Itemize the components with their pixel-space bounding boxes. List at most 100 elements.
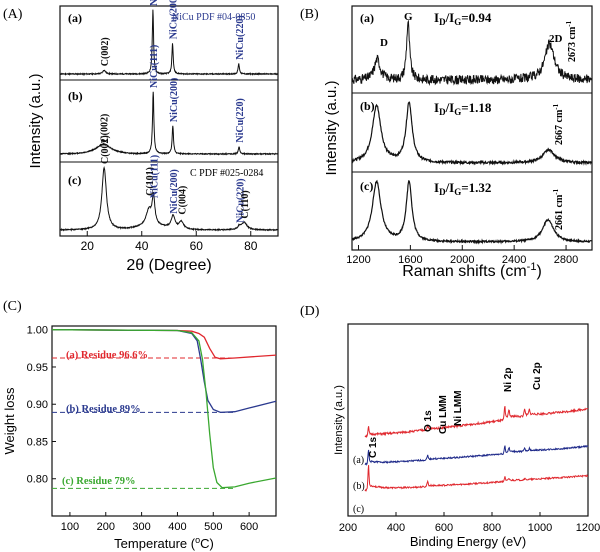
tga-legend-b: (b) Residue 89% bbox=[66, 404, 141, 415]
raman-2d-pos-c: 2661 cm-1 bbox=[552, 188, 565, 230]
raman-series-c bbox=[351, 179, 593, 245]
tga-legend-a: (a) Residue 96.6% bbox=[66, 350, 148, 361]
xrd-peak-label: C(101) bbox=[145, 167, 156, 196]
xrd-series-a bbox=[59, 9, 279, 77]
tga-x-tick-label: 100 bbox=[61, 521, 79, 533]
raman-sub-c-label: (c) bbox=[360, 179, 373, 193]
raman-x-tick-label: 2400 bbox=[502, 254, 526, 266]
xps-anno-cu-lmm: Cu LMM bbox=[438, 395, 449, 434]
xrd-peak-label: NiCu(111) bbox=[150, 155, 161, 198]
xrd-peak-label: C(002) bbox=[100, 37, 111, 66]
xps-anno-o1s: O 1s bbox=[423, 410, 434, 432]
tga-series-c bbox=[51, 329, 277, 489]
xps-x-tick-label: 1200 bbox=[576, 522, 600, 534]
xrd-peak-label: NiCu(111) bbox=[149, 45, 160, 88]
tga-x-tick-label: 200 bbox=[97, 521, 115, 533]
tga-panel: 100 200 300 400 500 600 0.80 0.85 0.90 0.95 1.00 (… bbox=[2, 325, 277, 551]
raman-series-a bbox=[351, 19, 593, 86]
xps-series-a-label: (a) bbox=[353, 455, 364, 466]
raman-2d-pos-b: 2667 cm-1 bbox=[552, 103, 565, 145]
tga-y-axis-label: Weight loss bbox=[2, 387, 17, 454]
tga-series-b bbox=[51, 329, 277, 414]
xrd-panel: (a) (b) (c) NiCu PDF #04-0850 C PDF #025… bbox=[27, 0, 279, 274]
xrd-peak-label: NiCu(200) bbox=[169, 169, 180, 213]
xps-x-tick-label: 200 bbox=[339, 522, 357, 534]
xrd-peak-label: NiCu(111) bbox=[149, 0, 160, 6]
xrd-peak-labels: C(002) NiCu(111) NiCu(200) NiCu(220) C(002) N… bbox=[100, 0, 252, 223]
xps-anno-c1s: C 1s bbox=[368, 436, 379, 458]
xrd-peak-label: C(110) bbox=[240, 190, 251, 218]
tga-legend-c: (c) Residue 79% bbox=[62, 476, 136, 487]
xrd-x-tick-label: 60 bbox=[190, 239, 204, 253]
xrd-frame bbox=[59, 5, 279, 237]
raman-band-d: D bbox=[380, 37, 388, 49]
xps-x-ticks: 200 400 600 800 1000 1200 bbox=[339, 512, 600, 534]
raman-y-axis-label: Intensity (a.u.) bbox=[323, 80, 340, 175]
xps-series-b-label: (b) bbox=[353, 481, 365, 492]
raman-x-tick-label: 2800 bbox=[554, 254, 578, 266]
tga-x-axis-label: Temperature (oC) bbox=[114, 535, 214, 551]
xps-x-tick-label: 600 bbox=[435, 522, 453, 534]
xrd-peak-label: C(002) bbox=[100, 114, 111, 143]
raman-ratio-c: ID/IG=1.32 bbox=[434, 180, 491, 197]
tga-y-tick-label: 0.80 bbox=[27, 474, 48, 486]
xps-series-c-label: (c) bbox=[353, 504, 364, 515]
xps-panel: 200 400 600 800 1000 1200 (a) (b) (c) C 1s O … bbox=[333, 323, 600, 549]
xrd-peak-label: C(004) bbox=[177, 186, 188, 215]
xps-x-tick-label: 1000 bbox=[528, 522, 552, 534]
panel-letter-a: (A) bbox=[3, 7, 23, 22]
xrd-x-tick-label: 80 bbox=[244, 239, 258, 253]
tga-x-tick-label: 400 bbox=[168, 521, 186, 533]
xps-series-a bbox=[364, 405, 589, 438]
tga-y-tick-label: 0.85 bbox=[27, 436, 48, 448]
xrd-x-axis-label: 2θ (Degree) bbox=[126, 257, 211, 274]
tga-frame bbox=[51, 325, 277, 517]
xrd-peak-label: NiCu(220) bbox=[235, 98, 246, 142]
xrd-sub-c-label: (c) bbox=[68, 173, 81, 187]
tga-series-a bbox=[51, 329, 277, 360]
xrd-y-axis-label: Intensity (a.u.) bbox=[27, 73, 44, 168]
raman-x-ticks: 1200 1600 2000 2400 2800 bbox=[346, 245, 578, 266]
xps-series-b bbox=[364, 444, 589, 466]
raman-x-axis-label: Raman shifts (cm-1) bbox=[402, 261, 542, 280]
panel-letter-c: (C) bbox=[3, 299, 22, 314]
xrd-series-b bbox=[59, 91, 279, 156]
tga-y-tick-label: 0.90 bbox=[27, 399, 48, 411]
xrd-sub-a-label: (a) bbox=[68, 11, 82, 25]
tga-y-tick-label: 0.95 bbox=[27, 362, 48, 374]
raman-2d-pos-a: 2673 cm-1 bbox=[565, 20, 578, 62]
raman-ratio-b: ID/IG=1.18 bbox=[434, 100, 492, 117]
xrd-x-tick-label: 20 bbox=[81, 239, 95, 253]
xps-y-axis-label: Intensity (a.u.) bbox=[333, 385, 345, 455]
xrd-x-ticks: 20 40 60 80 bbox=[81, 231, 258, 253]
xps-x-tick-label: 800 bbox=[483, 522, 501, 534]
xrd-peak-label: NiCu(200) bbox=[169, 78, 180, 122]
tga-x-tick-label: 600 bbox=[240, 521, 258, 533]
raman-band-g: G bbox=[404, 11, 413, 23]
tga-y-tick-label: 1.00 bbox=[27, 325, 48, 337]
xps-x-axis-label: Binding Energy (eV) bbox=[410, 534, 526, 549]
tga-residue-lines bbox=[52, 357, 235, 489]
tga-x-tick-label: 300 bbox=[132, 521, 150, 533]
xrd-peak-label: C(002) bbox=[100, 135, 111, 164]
panel-letter-d: (D) bbox=[300, 304, 320, 319]
xps-anno-cu2p: Cu 2p bbox=[532, 362, 543, 390]
xrd-ref-nicu: NiCu PDF #04-0850 bbox=[172, 12, 255, 23]
raman-series-b bbox=[351, 101, 593, 166]
panel-letter-b: (B) bbox=[300, 7, 319, 22]
xps-frame bbox=[347, 323, 589, 517]
xrd-peak-label: NiCu(220) bbox=[235, 15, 246, 59]
raman-sub-b-label: (b) bbox=[360, 99, 375, 113]
raman-band-2d: 2D bbox=[549, 33, 563, 45]
xps-anno-ni2p: Ni 2p bbox=[503, 368, 514, 392]
xrd-sub-b-label: (b) bbox=[68, 89, 83, 103]
xps-x-tick-label: 400 bbox=[387, 522, 405, 534]
xrd-x-tick-label: 40 bbox=[135, 239, 149, 253]
xrd-series-c bbox=[59, 165, 279, 232]
xrd-ref-c: C PDF #025-0284 bbox=[190, 168, 263, 179]
xps-series-c bbox=[364, 465, 588, 492]
raman-x-tick-label: 1600 bbox=[398, 254, 422, 266]
xrd-peak-label: NiCu(220) bbox=[235, 178, 246, 222]
raman-x-tick-label: 2000 bbox=[450, 254, 474, 266]
